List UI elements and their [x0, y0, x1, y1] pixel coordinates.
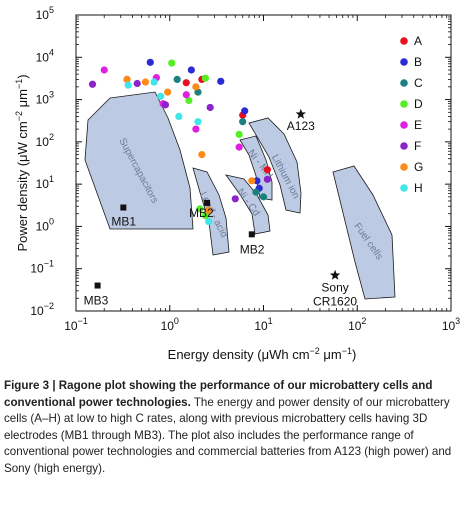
caption-body: The energy and power density of our micr…	[4, 395, 452, 475]
legend-swatch-c	[400, 79, 408, 87]
y-axis: 10−2 10−1 100 101 102 103 104 105	[30, 5, 451, 318]
legend-swatch-d	[400, 100, 408, 108]
y-tick-label: 104	[36, 47, 54, 64]
point-g	[164, 88, 172, 96]
marker-label-mb2: MB2	[189, 206, 214, 220]
point-d	[196, 205, 204, 213]
point-g	[205, 206, 213, 214]
legend-swatch-h	[400, 184, 408, 192]
point-g	[141, 78, 150, 86]
point-a	[263, 166, 271, 174]
x-tick-label: 102	[348, 316, 366, 333]
y-axis-label: Power density (μW cm−2 μm−1)	[14, 74, 30, 251]
x-axis: 10−1 100 101 102 103	[64, 15, 460, 333]
legend-swatch-e	[400, 121, 408, 129]
point-e	[182, 91, 190, 99]
region-ni-mh	[239, 135, 273, 201]
point-g	[123, 75, 131, 83]
y-tick-label: 100	[36, 216, 54, 233]
x-tick-label: 100	[161, 316, 179, 333]
legend-label-h: H	[414, 181, 423, 195]
point-e	[100, 66, 108, 74]
point-a	[182, 79, 190, 87]
point-d	[185, 96, 193, 105]
y-tick-label: 105	[36, 5, 54, 22]
star-label-cr1620: CR1620	[313, 294, 357, 308]
legend-label-e: E	[414, 118, 422, 132]
marker-mb2	[248, 231, 255, 238]
legend-swatch-g	[400, 163, 408, 171]
x-axis-label: Energy density (μWh cm−2 μm−1)	[168, 346, 357, 362]
x-tick-label: 103	[442, 316, 460, 333]
legend-label-d: D	[414, 97, 423, 111]
legend-swatch-f	[400, 142, 408, 150]
point-h	[194, 118, 202, 126]
y-tick-label: 10−2	[30, 301, 54, 318]
point-d	[235, 130, 243, 139]
point-f	[133, 79, 141, 88]
star-a123	[295, 108, 306, 119]
point-h	[124, 81, 132, 89]
point-d	[201, 74, 209, 82]
caption-heading: Figure 3 | Ragone plot showing the perfo…	[4, 379, 433, 409]
star-sony	[329, 269, 341, 280]
point-h	[175, 112, 183, 120]
point-c	[259, 193, 268, 201]
region-ni-cd	[225, 174, 271, 235]
point-c	[239, 118, 247, 126]
point-f	[263, 175, 271, 183]
point-c	[173, 75, 181, 83]
y-tick-label: 102	[36, 132, 54, 149]
legend-label-b: B	[414, 55, 422, 69]
point-d	[168, 59, 176, 67]
point-b	[217, 77, 225, 85]
point-b	[253, 177, 261, 185]
point-h	[205, 218, 213, 226]
point-f	[206, 103, 214, 112]
region-fuel-cells	[332, 165, 396, 300]
point-d	[201, 212, 209, 220]
y-tick-label: 10−1	[30, 259, 54, 276]
point-e	[235, 143, 243, 151]
legend-label-c: C	[414, 76, 423, 90]
marker-label-mb1: MB1	[111, 215, 136, 229]
region-lithium-ion	[248, 117, 302, 214]
point-g	[192, 83, 200, 91]
point-f	[88, 80, 97, 88]
x-tick-label: 10−1	[64, 316, 88, 333]
legend-swatch-b	[400, 58, 408, 66]
marker-mb2	[204, 199, 211, 206]
legend-label-f: F	[414, 139, 421, 153]
star-label-sony: Sony	[321, 280, 348, 294]
point-b	[146, 58, 154, 66]
marker-label-mb2: MB2	[240, 242, 265, 256]
marker-label-mb3: MB3	[84, 294, 109, 308]
point-e	[192, 125, 200, 133]
legend-label-a: A	[414, 34, 422, 48]
y-tick-label: 103	[36, 90, 54, 107]
data-points	[88, 58, 271, 226]
point-g	[248, 177, 256, 185]
point-h	[150, 78, 158, 86]
point-f	[231, 195, 239, 203]
legend-swatch-a	[400, 37, 408, 45]
y-tick-label: 101	[36, 174, 54, 191]
marker-mb3	[94, 282, 101, 289]
point-b	[187, 66, 195, 74]
figure-caption: Figure 3 | Ragone plot showing the perfo…	[4, 378, 466, 477]
point-h	[157, 92, 165, 100]
point-g	[198, 150, 206, 159]
marker-mb1	[120, 204, 127, 211]
point-f	[161, 101, 170, 109]
point-c	[252, 188, 260, 196]
star-label-a123: A123	[287, 119, 315, 133]
legend-label-g: G	[414, 160, 423, 174]
x-tick-label: 101	[254, 316, 272, 333]
point-b	[241, 107, 249, 115]
